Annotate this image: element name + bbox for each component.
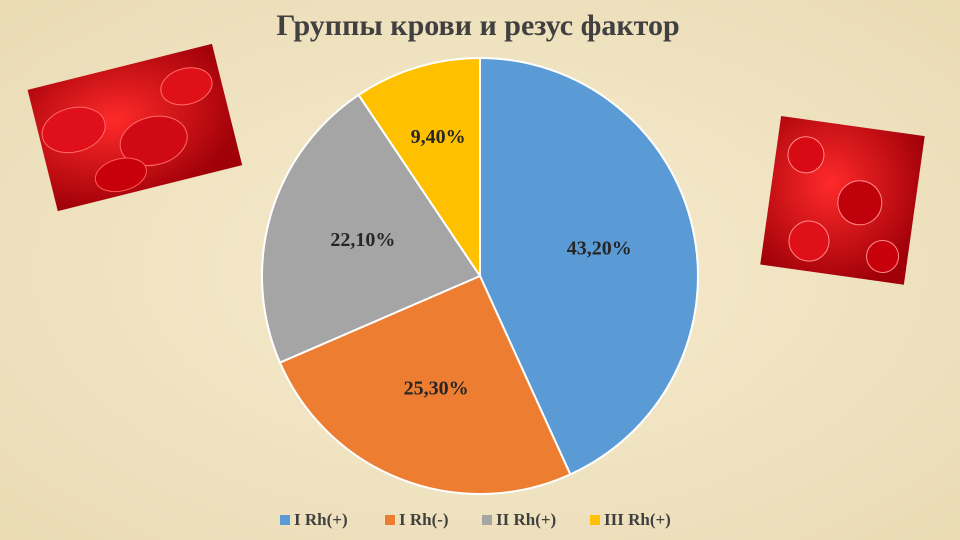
data-label: 43,20% [567,238,632,260]
legend-swatch [482,515,492,525]
chart-title: Группы крови и резус фактор [276,9,679,42]
data-label: 9,40% [411,126,466,148]
legend-label: I Rh(-) [399,510,449,529]
legend-swatch [385,515,395,525]
decor-image-left [27,43,243,212]
pie-slice [261,93,482,364]
legend-label: I Rh(+) [294,510,348,529]
legend-label: III Rh(+) [604,510,671,529]
pie-slice [357,56,481,280]
decor-image-right [760,115,925,285]
legend-label: II Rh(+) [496,510,556,529]
data-label: 25,30% [404,378,469,400]
pie-slice [278,274,572,495]
legend-swatch [280,515,290,525]
data-label: 22,10% [330,229,395,251]
pie-slice [479,56,699,476]
legend-swatch [590,515,600,525]
